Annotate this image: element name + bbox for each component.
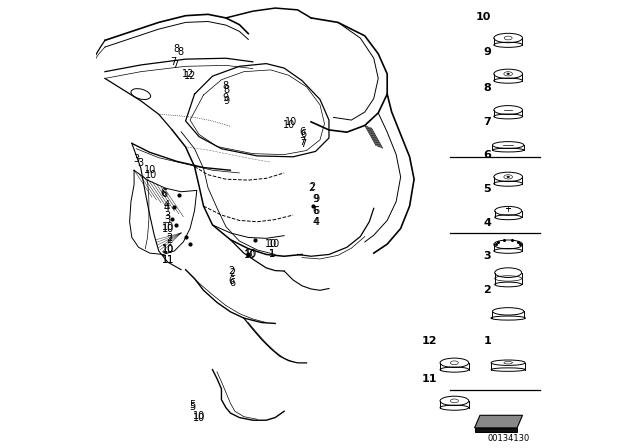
Text: 2: 2 [166,235,173,245]
Text: 2: 2 [228,267,235,276]
Text: 8: 8 [177,47,183,57]
Text: 3: 3 [138,158,144,168]
Text: 6: 6 [314,206,319,215]
Text: 3: 3 [133,154,140,164]
Ellipse shape [507,176,509,178]
Polygon shape [474,415,522,428]
Text: 7: 7 [483,117,491,127]
Text: 4: 4 [483,218,491,228]
Text: 11: 11 [422,375,437,384]
Text: 7: 7 [170,57,176,67]
Text: 7: 7 [173,60,179,69]
Text: 5: 5 [189,401,195,410]
Text: 12: 12 [184,71,196,81]
Text: 8: 8 [224,85,230,95]
Text: 1: 1 [483,336,491,346]
Bar [475,428,516,432]
Text: 4: 4 [312,217,319,227]
Text: 1: 1 [269,250,275,259]
Text: 4: 4 [314,217,319,227]
Text: 6: 6 [312,206,319,215]
Text: 2: 2 [483,285,491,295]
Text: 11: 11 [162,255,174,265]
Text: 9: 9 [312,194,319,204]
Text: 10: 10 [163,224,175,234]
Ellipse shape [507,73,509,75]
Text: 5: 5 [189,402,195,412]
Text: 00134130: 00134130 [487,434,529,443]
Text: 10: 10 [264,239,277,249]
Text: 6: 6 [228,276,235,286]
Text: 8: 8 [173,44,180,54]
Text: 10: 10 [244,250,257,260]
Text: 10: 10 [476,12,491,22]
Text: 10: 10 [282,121,295,130]
Text: 9: 9 [314,194,319,204]
Text: 10: 10 [285,117,297,127]
Text: 6: 6 [300,129,306,139]
Text: 3: 3 [483,251,491,261]
Text: 12: 12 [182,69,194,79]
Text: 10: 10 [161,244,174,254]
Text: 1: 1 [269,249,275,258]
Text: 6: 6 [299,127,305,137]
Text: 6: 6 [483,151,491,160]
Text: 10: 10 [193,413,205,422]
Text: 2: 2 [308,183,314,193]
Text: 6: 6 [230,278,236,288]
Text: 10: 10 [193,411,205,421]
Text: 7: 7 [300,139,306,149]
Text: 10: 10 [145,170,157,180]
Text: 7: 7 [299,138,305,147]
Text: 10: 10 [268,239,280,249]
Text: 6: 6 [160,188,166,198]
Text: 2: 2 [309,182,315,192]
Text: 10: 10 [161,245,174,255]
Text: 6: 6 [161,189,168,198]
Text: 8: 8 [483,83,491,93]
Text: 3: 3 [164,211,171,221]
Text: 10: 10 [143,165,156,175]
Text: 4: 4 [163,200,170,210]
Text: 9: 9 [483,47,491,57]
Text: 9: 9 [224,96,230,106]
Text: 9: 9 [223,93,229,103]
Text: 5: 5 [483,184,491,194]
Text: 8: 8 [223,81,229,91]
Text: 4: 4 [164,203,170,213]
Text: 10: 10 [163,222,175,232]
Text: 12: 12 [422,336,437,346]
Text: 11: 11 [163,255,175,265]
Text: 2: 2 [166,233,173,243]
Text: 3: 3 [164,215,171,224]
Text: 2: 2 [230,268,236,278]
Text: 10: 10 [245,250,257,259]
